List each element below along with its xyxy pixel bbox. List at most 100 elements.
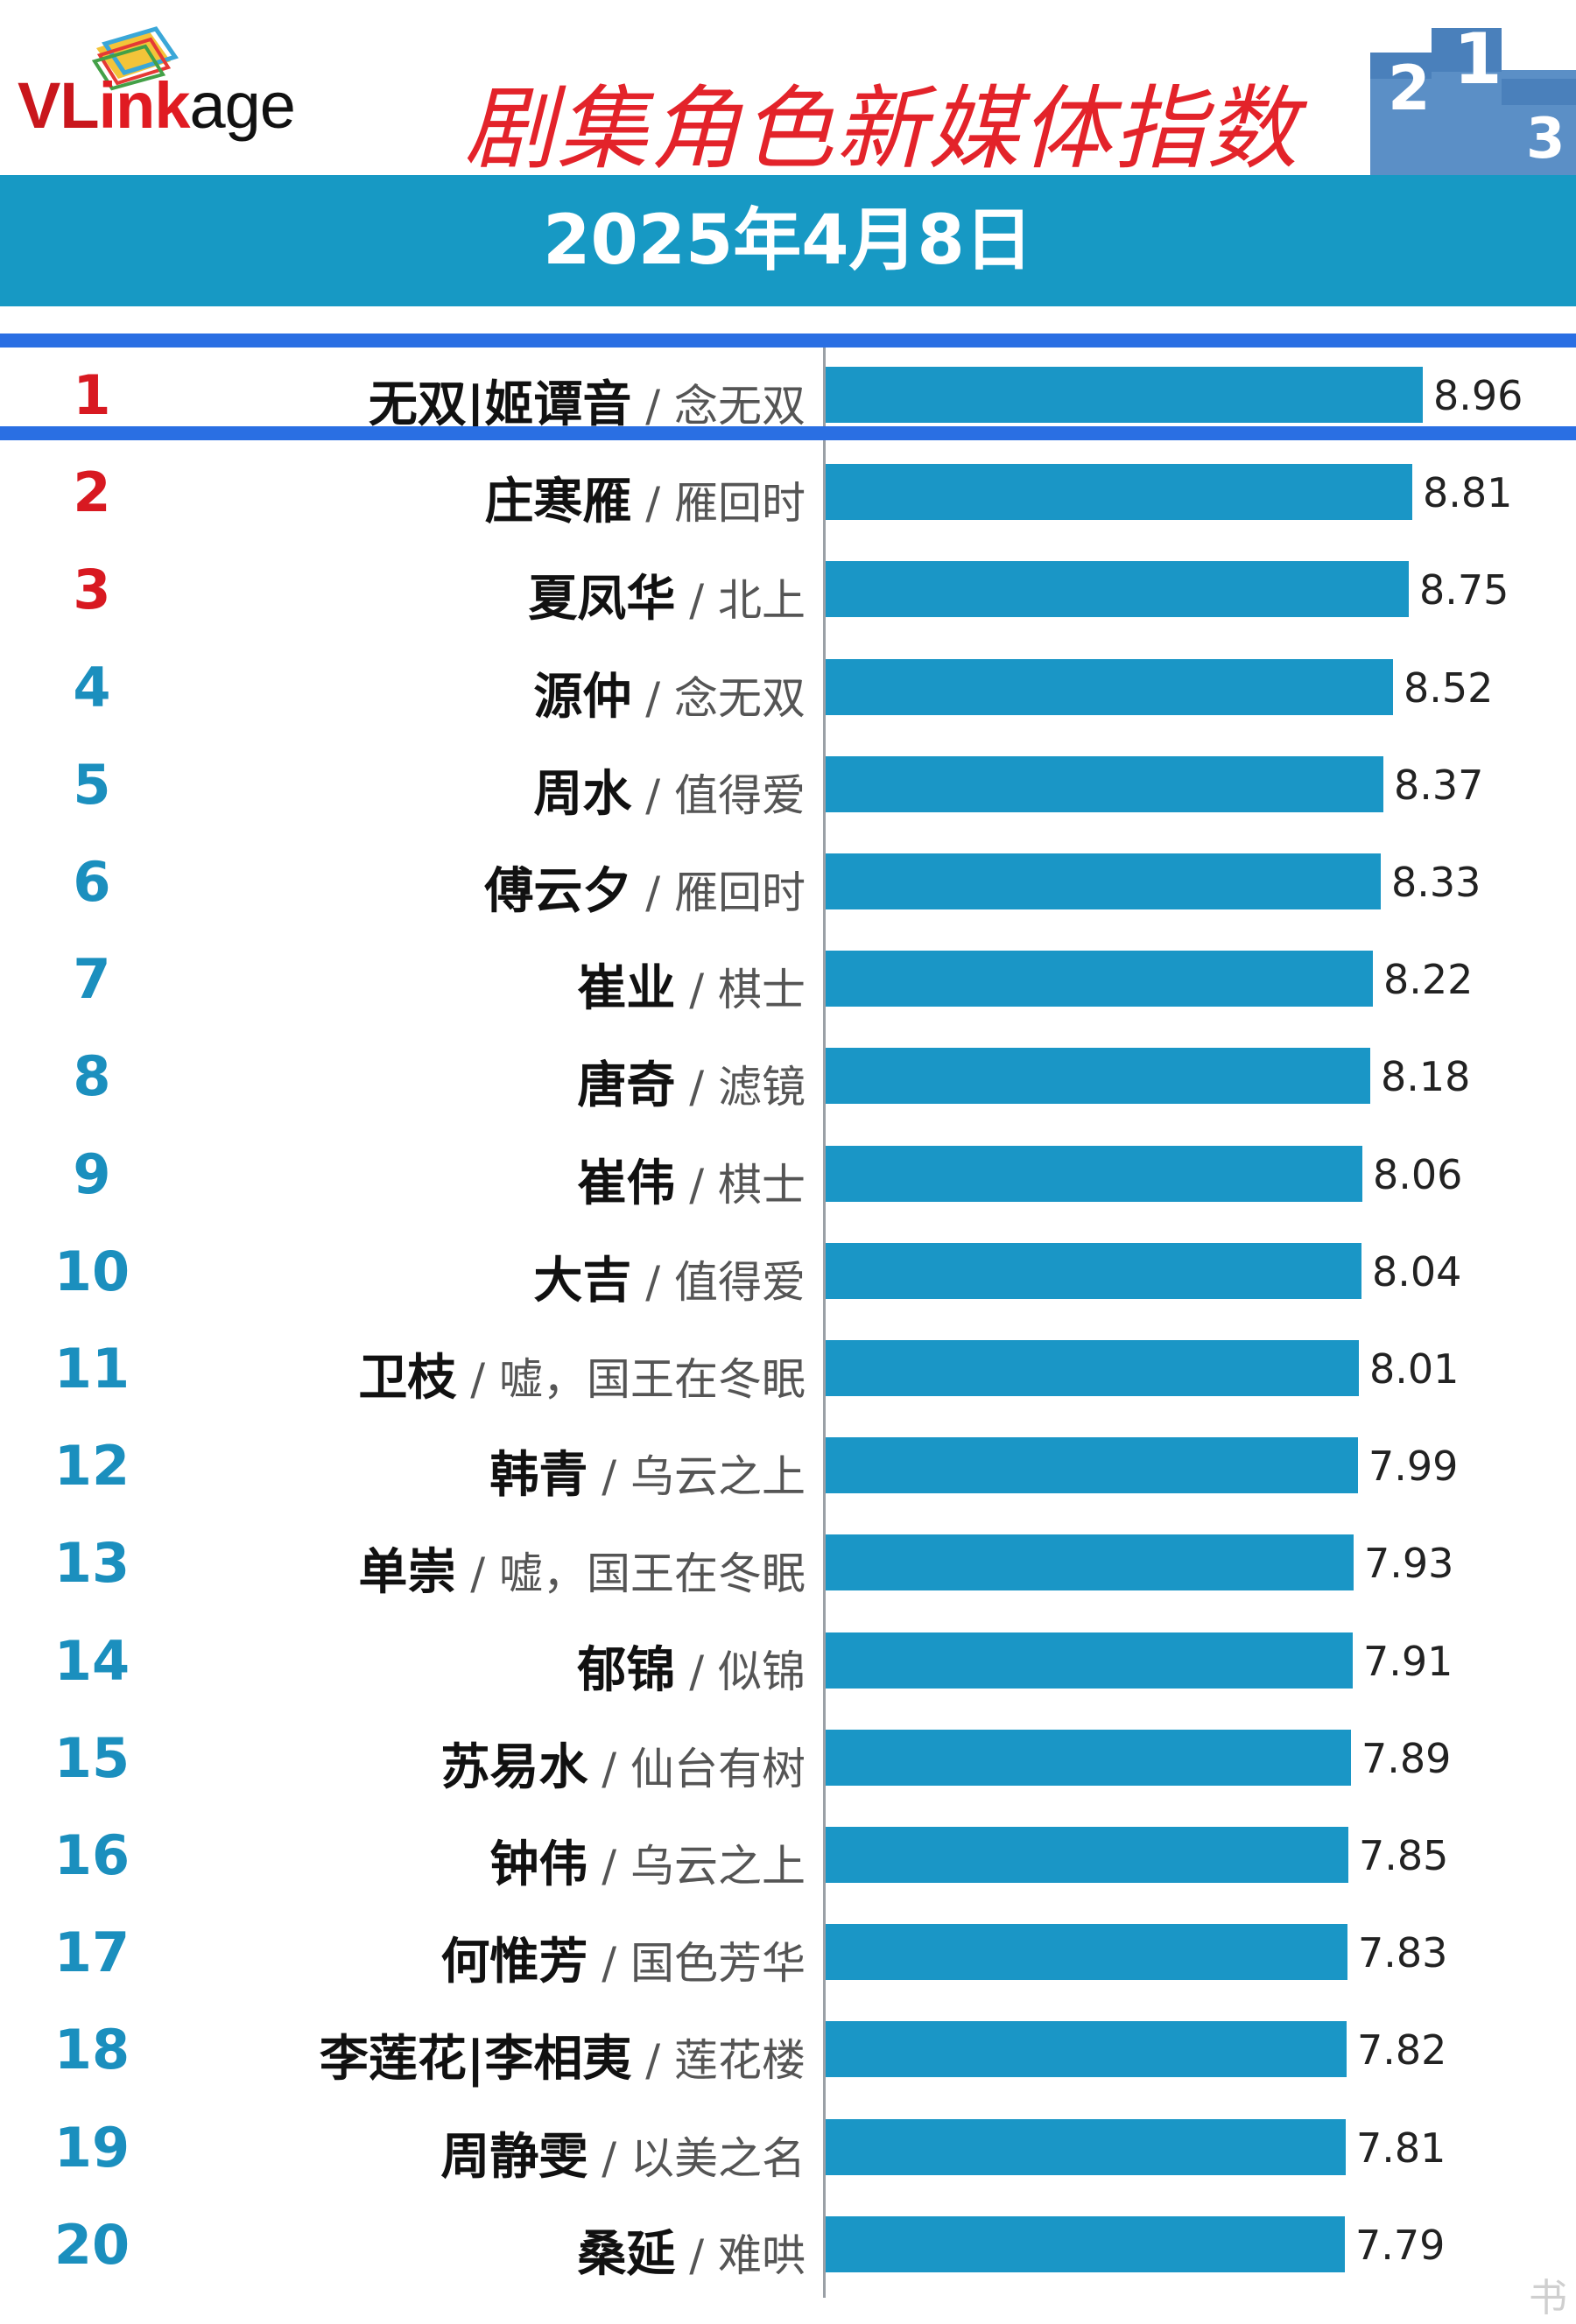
rank-label: 11 (53, 1337, 130, 1401)
rank-label: 18 (53, 2018, 130, 2082)
show-name: 值得爱 (674, 1256, 806, 1308)
label-separator: / (631, 2035, 674, 2087)
show-name: 似锦 (718, 1646, 806, 1697)
bar (826, 367, 1423, 423)
character-name: 周水 (533, 765, 632, 823)
label-separator: / (631, 867, 674, 918)
label-separator: / (631, 672, 674, 724)
chart-row: 6 傅云夕 / 雁回时 8.33 (0, 832, 1576, 930)
value-label: 7.91 (1363, 1637, 1453, 1685)
value-label: 7.89 (1361, 1734, 1452, 1782)
svg-text:1: 1 (1453, 18, 1502, 100)
label-separator: / (587, 1451, 630, 1503)
podium-icon: 2 1 3 (1370, 18, 1576, 175)
value-label: 8.22 (1383, 956, 1474, 1004)
value-label: 8.06 (1373, 1150, 1463, 1198)
value-label: 7.81 (1356, 2124, 1446, 2172)
rank-label: 9 (73, 1141, 111, 1206)
highlight-line-bottom (0, 426, 1576, 440)
label-separator: / (675, 1646, 718, 1697)
date-band (0, 175, 1576, 306)
highlight-line-top (0, 334, 1576, 348)
character-name: 无双|姬谭音 (368, 376, 632, 433)
chart-row: 17 何惟芳 / 国色芳华 7.83 (0, 1903, 1576, 2000)
brand-prefix: VL (18, 69, 100, 142)
bar (826, 464, 1412, 521)
chart-row: 8 唐奇 / 滤镜 8.18 (0, 1027, 1576, 1124)
chart-row: 10 大吉 / 值得爱 8.04 (0, 1222, 1576, 1319)
row-label: 大吉 / 值得爱 (533, 1241, 806, 1312)
rank-label: 13 (53, 1531, 130, 1596)
row-label: 源仲 / 念无双 (533, 657, 806, 728)
label-separator: / (675, 2229, 718, 2281)
bar (826, 2118, 1346, 2175)
rank-label: 3 (73, 558, 111, 622)
show-name: 雁回时 (674, 478, 806, 530)
value-label: 8.52 (1404, 663, 1494, 712)
show-name: 雁回时 (674, 867, 806, 918)
row-label: 单崇 / 嘘，国王在冬眠 (358, 1533, 806, 1604)
row-label: 何惟芳 / 国色芳华 (440, 1922, 806, 1993)
show-name: 值得爱 (674, 769, 806, 821)
character-name: 傅云夕 (484, 863, 632, 920)
show-name: 嘘，国王在冬眠 (499, 1354, 806, 1405)
date-label: 2025年4月8日 (543, 201, 1033, 280)
show-name: 嘘，国王在冬眠 (499, 1548, 806, 1600)
chart-row: 18 李莲花|李相夷 / 莲花楼 7.82 (0, 2000, 1576, 2097)
rank-label: 5 (73, 752, 111, 817)
bar (826, 1048, 1370, 1105)
bar (826, 853, 1381, 909)
chart-row: 1 无双|姬谭音 / 念无双 8.96 (0, 346, 1576, 443)
chart-title: 剧集角色新媒体指数 (464, 75, 1300, 182)
label-separator: / (587, 1841, 630, 1892)
bar (826, 1827, 1348, 1883)
bar (826, 1632, 1353, 1689)
value-label: 8.81 (1423, 469, 1513, 517)
row-label: 钟伟 / 乌云之上 (489, 1825, 806, 1896)
label-separator: / (631, 769, 674, 821)
character-name: 卫枝 (358, 1350, 457, 1407)
value-label: 7.79 (1355, 2221, 1446, 2269)
row-label: 周水 / 值得爱 (533, 755, 806, 825)
value-label: 7.99 (1368, 1443, 1459, 1491)
rank-label: 2 (73, 460, 111, 525)
bar (826, 1729, 1351, 1786)
brand-ink: ink (98, 69, 191, 142)
header: VLinkage 剧集角色新媒体指数 2 1 3 (0, 0, 1576, 182)
character-name: 源仲 (533, 668, 632, 726)
character-name: 崔伟 (577, 1155, 676, 1212)
chart-row: 4 源仲 / 念无双 8.52 (0, 638, 1576, 735)
chart-row: 12 韩青 / 乌云之上 7.99 (0, 1416, 1576, 1513)
character-name: 韩青 (489, 1447, 588, 1505)
value-label: 8.37 (1394, 761, 1484, 809)
character-name: 单崇 (358, 1544, 457, 1602)
rank-label: 7 (73, 947, 111, 1012)
value-label: 8.96 (1433, 372, 1523, 419)
character-name: 桑延 (577, 2225, 676, 2283)
bar (826, 1437, 1358, 1494)
value-label: 8.01 (1369, 1345, 1460, 1393)
row-label: 郁锦 / 似锦 (577, 1631, 806, 1702)
row-label: 庄寒雁 / 雁回时 (484, 462, 806, 533)
value-label: 7.85 (1359, 1832, 1449, 1879)
bar (826, 1242, 1361, 1299)
chart-row: 13 单崇 / 嘘，国王在冬眠 7.93 (0, 1513, 1576, 1611)
show-name: 念无双 (674, 672, 806, 724)
rank-label: 1 (73, 363, 111, 427)
label-separator: / (587, 2132, 630, 2184)
chart-row: 5 周水 / 值得爱 8.37 (0, 735, 1576, 832)
rank-label: 12 (53, 1434, 130, 1499)
label-separator: / (631, 381, 674, 432)
row-label: 傅云夕 / 雁回时 (484, 852, 806, 923)
show-name: 棋士 (718, 1159, 806, 1211)
character-name: 唐奇 (577, 1057, 676, 1115)
chart-row: 3 夏凤华 / 北上 8.75 (0, 540, 1576, 637)
bar (826, 1534, 1354, 1591)
rank-label: 17 (53, 1920, 130, 1985)
chart-axis (823, 346, 826, 2298)
label-separator: / (456, 1354, 499, 1405)
character-name: 大吉 (533, 1252, 632, 1309)
value-label: 8.33 (1391, 859, 1481, 906)
label-separator: / (675, 965, 718, 1016)
bar (826, 1145, 1362, 1202)
